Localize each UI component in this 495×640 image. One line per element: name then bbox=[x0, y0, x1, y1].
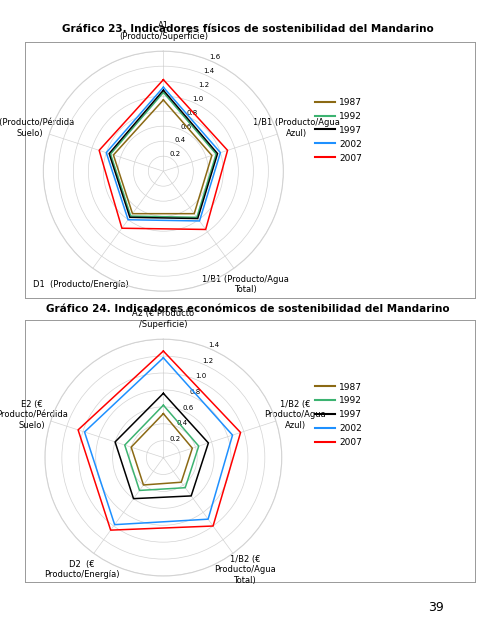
Text: Gráfico 23. Indicadores físicos de sostenibilidad del Mandarino: Gráfico 23. Indicadores físicos de soste… bbox=[61, 24, 434, 34]
Text: Gráfico 24. Indicadores económicos de sostenibilidad del Mandarino: Gráfico 24. Indicadores económicos de so… bbox=[46, 304, 449, 314]
Legend: 1987, 1992, 1997, 2002, 2007: 1987, 1992, 1997, 2002, 2007 bbox=[311, 379, 366, 451]
Text: 39: 39 bbox=[428, 601, 444, 614]
Legend: 1987, 1992, 1997, 2002, 2007: 1987, 1992, 1997, 2002, 2007 bbox=[311, 94, 366, 166]
